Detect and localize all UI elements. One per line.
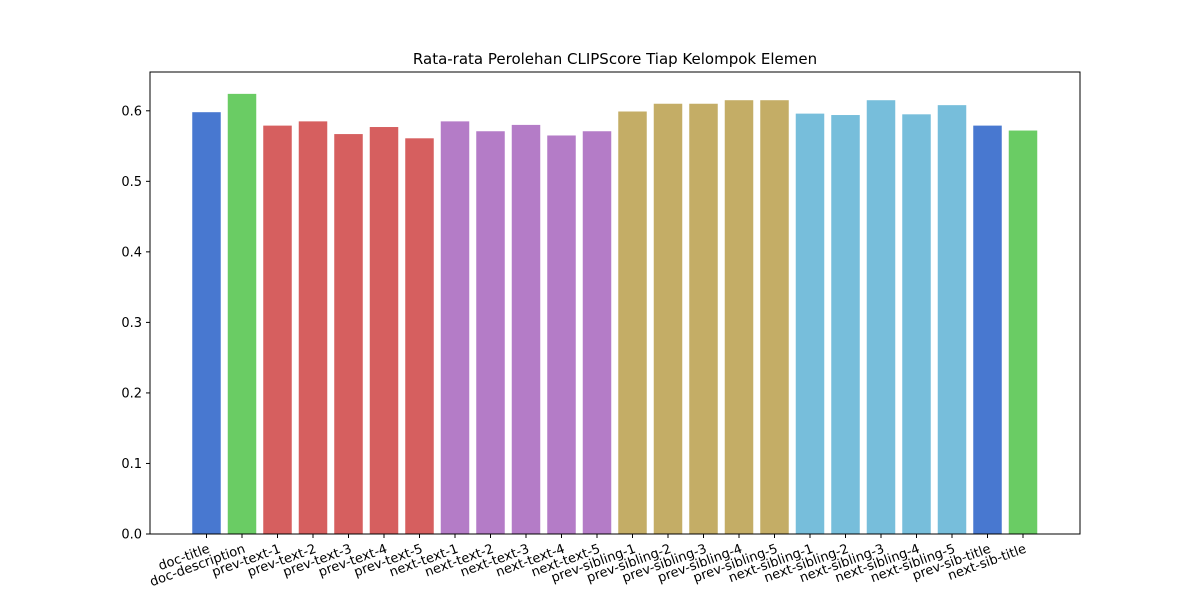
x-axis: doc-titledoc-descriptionprev-text-1prev-… <box>148 534 1028 590</box>
bar-prev-text-5 <box>405 138 434 535</box>
bar-prev-sibling-5 <box>760 100 789 535</box>
bar-prev-sibling-2 <box>653 103 683 535</box>
y-tick-label: 0.1 <box>121 457 142 472</box>
bars-group <box>192 93 1038 535</box>
bar-prev-text-3 <box>334 134 363 534</box>
bar-next-text-2 <box>476 131 505 534</box>
bar-next-sibling-2 <box>831 115 860 534</box>
bar-prev-sibling-4 <box>724 100 754 535</box>
plot-frame <box>149 71 1081 535</box>
bar-prev-sib-title <box>973 125 1002 535</box>
bar-prev-text-4 <box>369 127 399 535</box>
bar-next-sibling-4 <box>902 114 931 534</box>
bar-next-sibling-5 <box>937 105 967 535</box>
y-tick-label: 0.3 <box>121 316 142 331</box>
bar-doc-description <box>227 93 257 535</box>
bar-next-text-4 <box>547 135 576 535</box>
y-tick-label: 0.0 <box>121 528 142 543</box>
y-tick-label: 0.4 <box>121 245 142 260</box>
y-tick-label: 0.6 <box>121 104 142 119</box>
bar-prev-sibling-3 <box>689 103 718 535</box>
bar-prev-text-2 <box>298 121 328 535</box>
bar-next-text-1 <box>440 121 470 535</box>
y-axis: 0.0 0.1 0.2 0.3 0.4 0.5 0.6 <box>121 104 150 543</box>
bar-next-text-3 <box>511 124 541 535</box>
y-tick-label: 0.5 <box>121 175 142 190</box>
bar-next-sibling-1 <box>795 113 825 535</box>
bar-next-text-5 <box>582 131 612 534</box>
y-tick-label: 0.2 <box>121 386 142 401</box>
bar-doc-title <box>192 112 221 534</box>
bar-next-sibling-3 <box>866 100 896 535</box>
bar-next-sib-title <box>1008 130 1038 535</box>
bar-prev-text-1 <box>263 125 292 535</box>
chart-title: Rata-rata Perolehan CLIPScore Tiap Kelom… <box>413 50 817 68</box>
bar-prev-sibling-1 <box>618 111 647 534</box>
